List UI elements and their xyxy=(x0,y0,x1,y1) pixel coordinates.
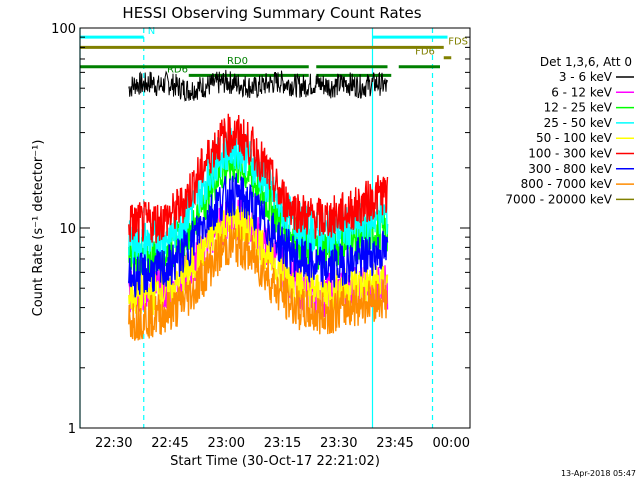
legend-label-1: 6 - 12 keV xyxy=(551,85,613,99)
y-tick-label-0: 1 xyxy=(68,422,76,437)
series-line-6 xyxy=(128,173,389,298)
y-tick-label-2: 100 xyxy=(51,22,76,37)
series-5 xyxy=(128,113,389,244)
x-axis-label: Start Time (30-Oct-17 22:21:02) xyxy=(170,454,380,469)
timestamp: 13-Apr-2018 05:47 xyxy=(561,469,636,478)
state-label-0: N xyxy=(148,26,155,37)
legend-label-4: 50 - 100 keV xyxy=(536,131,613,145)
x-tick-label-4: 23:30 xyxy=(320,436,357,451)
series-0 xyxy=(128,69,388,102)
x-tick-label-3: 23:15 xyxy=(264,436,301,451)
series-line-7 xyxy=(128,224,388,341)
legend-label-0: 3 - 6 keV xyxy=(559,70,613,84)
state-label-2: FDS xyxy=(448,36,468,47)
x-tick-label-2: 23:00 xyxy=(208,436,245,451)
state-label-4: RD0 xyxy=(227,56,248,67)
legend-label-8: 7000 - 20000 keV xyxy=(505,192,612,206)
state-label-3: FD6 xyxy=(415,47,435,58)
state-label-7: RD6 xyxy=(167,64,188,75)
series-line-0 xyxy=(128,69,388,102)
x-tick-label-6: 00:00 xyxy=(433,436,470,451)
legend-label-2: 12 - 25 keV xyxy=(544,101,613,115)
legend-label-3: 25 - 50 keV xyxy=(544,116,613,130)
series-7 xyxy=(128,224,388,341)
legend-label-7: 800 - 7000 keV xyxy=(521,177,613,191)
y-axis-label: Count Rate (s⁻¹ detector⁻¹) xyxy=(31,140,46,317)
legend-label-5: 100 - 300 keV xyxy=(528,147,612,161)
x-tick-label-1: 22:45 xyxy=(151,436,188,451)
x-tick-label-5: 23:45 xyxy=(376,436,413,451)
legend-title: Det 1,3,6, Att 0 xyxy=(540,55,632,69)
legend-label-6: 300 - 800 keV xyxy=(528,162,612,176)
series-6 xyxy=(128,173,389,298)
series-line-5 xyxy=(128,113,389,244)
chart-title: HESSI Observing Summary Count Rates xyxy=(122,4,421,22)
x-tick-label-0: 22:30 xyxy=(95,436,132,451)
y-tick-label-1: 10 xyxy=(59,222,76,237)
